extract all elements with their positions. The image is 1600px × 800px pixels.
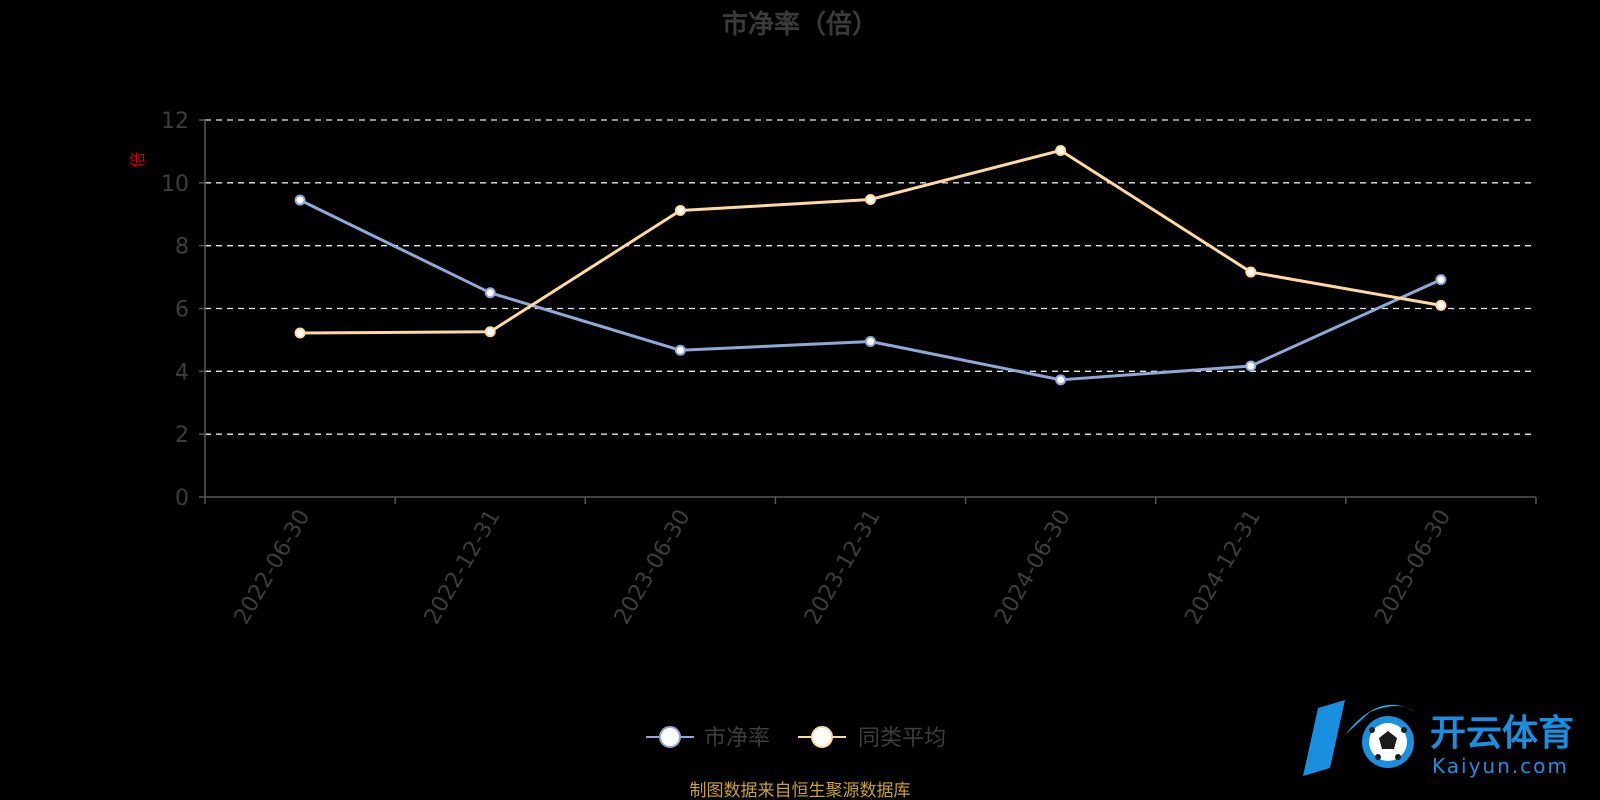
legend-swatch-dot xyxy=(659,726,681,748)
data-point[interactable] xyxy=(484,287,496,299)
brand-domain: Kaiyun.com xyxy=(1432,754,1569,778)
y-tick-label: 6 xyxy=(175,298,189,323)
data-point[interactable] xyxy=(865,335,876,347)
legend-item-series-0[interactable]: 市净率 xyxy=(646,726,770,751)
brand-watermark: 开云体育 Kaiyun.com xyxy=(1303,700,1574,778)
series-line-1 xyxy=(300,148,1442,335)
data-point[interactable] xyxy=(674,204,686,216)
data-point[interactable] xyxy=(1055,374,1067,386)
data-point[interactable] xyxy=(294,327,306,339)
x-tick-label: 2022-12-31 xyxy=(420,506,506,629)
chart-title: 市净率（倍） xyxy=(722,9,878,40)
legend: 市净率 同类平均 xyxy=(646,726,946,751)
data-point[interactable] xyxy=(484,326,496,338)
legend-item-series-1[interactable]: 同类平均 xyxy=(798,726,946,751)
legend-label-series-1: 同类平均 xyxy=(858,726,946,751)
x-tick-labels: 2022-06-30 2022-12-31 2023-06-30 2023-12-31… xyxy=(204,497,1537,629)
x-tick-label: 2022-06-30 xyxy=(230,506,316,629)
x-tick-label: 2023-06-30 xyxy=(610,506,696,629)
y-tick-label: 0 xyxy=(175,486,189,511)
y-tick-label: 2 xyxy=(175,423,189,448)
y-axis-unit-label: 倍 xyxy=(128,152,147,168)
data-source-note: 制图数据来自恒生聚源数据库 xyxy=(690,781,911,800)
series-points xyxy=(294,144,1447,386)
legend-swatch-dot xyxy=(811,726,833,748)
gridlines xyxy=(205,119,1536,435)
data-point[interactable] xyxy=(294,194,306,206)
y-tick-label: 10 xyxy=(161,172,189,197)
legend-label-series-0: 市净率 xyxy=(704,726,770,751)
y-tick-labels: 0 2 4 6 8 10 12 xyxy=(161,109,205,511)
x-tick-label: 2024-12-31 xyxy=(1180,506,1266,629)
data-point[interactable] xyxy=(1055,144,1067,156)
y-tick-label: 12 xyxy=(161,109,189,134)
x-tick-label: 2025-06-30 xyxy=(1371,506,1457,629)
series-line-0 xyxy=(299,198,1442,382)
brand-logo-icon xyxy=(1303,700,1415,776)
y-tick-label: 8 xyxy=(175,235,189,260)
data-point[interactable] xyxy=(1435,299,1447,311)
data-point[interactable] xyxy=(674,344,686,356)
x-tick-label: 2023-12-31 xyxy=(800,506,886,629)
data-point[interactable] xyxy=(1245,360,1257,372)
x-tick-label: 2024-06-30 xyxy=(990,506,1076,629)
y-tick-label: 4 xyxy=(175,360,189,385)
brand-name: 开云体育 xyxy=(1430,713,1574,754)
data-point[interactable] xyxy=(1245,266,1257,278)
data-point[interactable] xyxy=(865,193,876,205)
data-point[interactable] xyxy=(1435,274,1447,286)
